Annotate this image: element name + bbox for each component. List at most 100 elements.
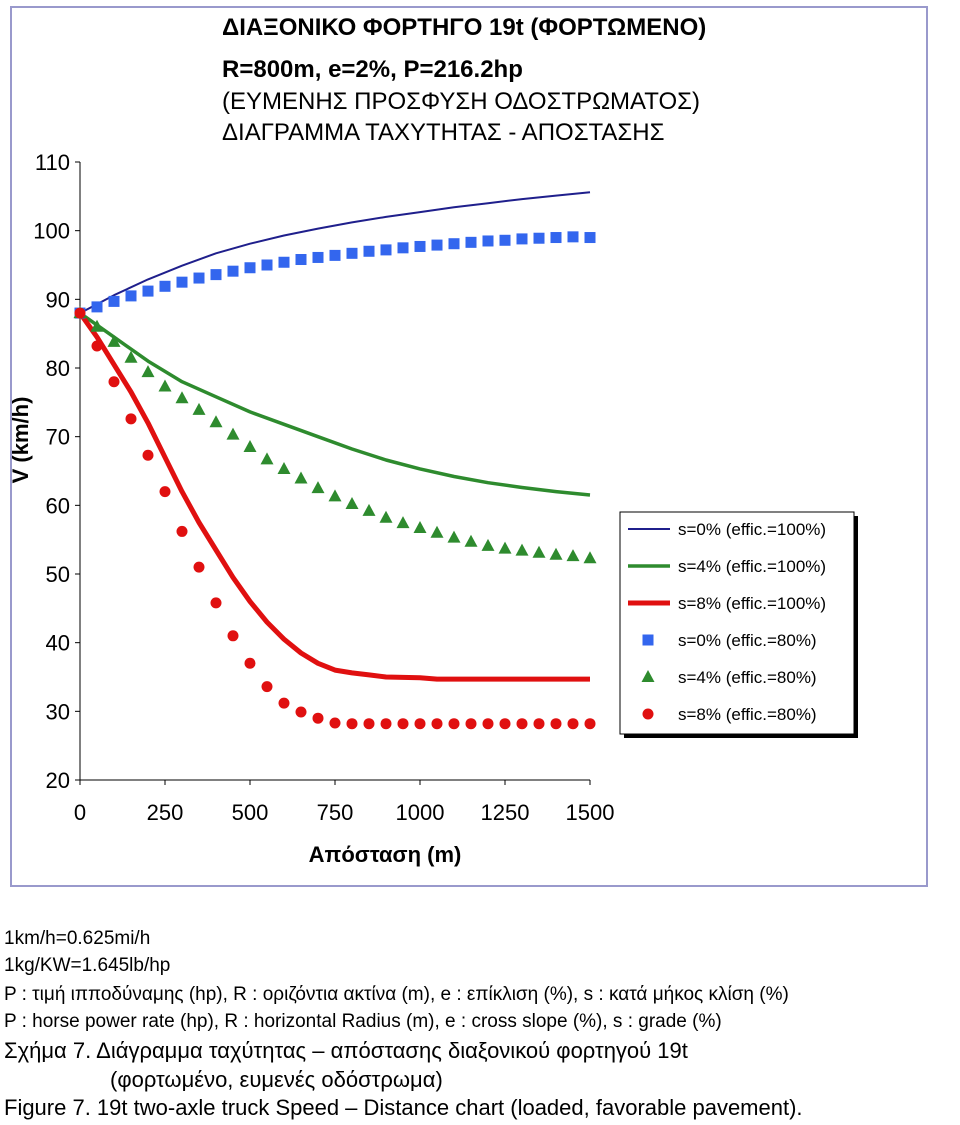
series-point-5 (549, 547, 563, 560)
series-point-6 (210, 597, 222, 609)
series-point-5 (294, 471, 308, 484)
series-point-6 (499, 718, 511, 730)
figure-caption-greek: Σχήμα 7. Διάγραμμα ταχύτητας – απόστασης… (4, 1038, 688, 1063)
x-tick-label: 1000 (396, 800, 445, 825)
series-point-6 (244, 657, 256, 669)
x-axis-label: Απόσταση (m) (309, 842, 462, 867)
x-tick-label: 500 (232, 800, 269, 825)
series-point-6 (414, 718, 426, 730)
series-point-4 (227, 265, 239, 277)
series-point-5 (311, 481, 325, 494)
series-point-6 (278, 697, 290, 709)
figure-caption-greek-cont: (φορτωμένο, ευμενές οδόστρωμα) (110, 1067, 443, 1092)
series-point-4 (193, 272, 205, 284)
y-tick-label: 90 (46, 287, 70, 312)
series-point-6 (91, 340, 103, 352)
series-point-4 (295, 254, 307, 266)
series-point-5 (515, 543, 529, 556)
series-point-4 (533, 232, 545, 244)
series-point-5 (90, 319, 104, 332)
series-point-5 (379, 510, 393, 523)
series-point-6 (227, 630, 239, 642)
series-point-5 (464, 534, 478, 547)
series-point-6 (448, 718, 460, 730)
chart-title-line: ΔΙΑΓΡΑΜΜΑ ΤΑΧΥΤΗΤΑΣ - ΑΠΟΣΤΑΣΗΣ (222, 119, 664, 146)
series-point-5 (277, 461, 291, 474)
y-tick-label: 60 (46, 493, 70, 518)
series-point-5 (532, 545, 546, 558)
series-point-5 (430, 525, 444, 538)
y-tick-label: 20 (46, 768, 70, 793)
series-point-5 (566, 549, 580, 562)
series-point-4 (499, 234, 511, 246)
y-tick-label: 110 (35, 150, 70, 175)
x-tick-label: 750 (317, 800, 354, 825)
conversion-speed-note: 1km/h=0.625mi/h (4, 928, 151, 949)
y-axis-label: V (km/h) (8, 397, 33, 484)
figure-caption-english: Figure 7. 19t two-axle truck Speed – Dis… (4, 1095, 803, 1120)
series-point-5 (447, 530, 461, 543)
legend-greek-note: P : τιμή ιπποδύναμης (hp), R : οριζόντια… (4, 984, 789, 1005)
series-point-4 (278, 256, 290, 268)
series-point-4 (108, 295, 120, 307)
legend-box (619, 511, 855, 735)
series-point-4 (363, 245, 375, 257)
series-point-6 (159, 486, 171, 498)
series-point-6 (108, 376, 120, 388)
speed-distance-chart: ΔΙΑΞΟΝΙΚΟ ΦΟΡΤΗΓΟ 19t (ΦΟΡΤΩΜΕΝΟ) R=800m,… (8, 14, 858, 867)
series-point-4 (448, 238, 460, 250)
legend-label: s=0% (effic.=80%) (678, 631, 817, 650)
series-point-5 (362, 503, 376, 516)
series-point-6 (516, 718, 528, 730)
series-point-6 (142, 449, 154, 461)
series-point-4 (346, 247, 358, 259)
chart-title-line: ΔΙΑΞΟΝΙΚΟ ΦΟΡΤΗΓΟ 19t (ΦΟΡΤΩΜΕΝΟ) (222, 14, 706, 41)
series-point-4 (584, 232, 596, 244)
series-point-4 (465, 236, 477, 248)
series-point-6 (550, 718, 562, 730)
series-point-6 (329, 717, 341, 729)
series-point-5 (345, 496, 359, 509)
series-point-5 (583, 551, 597, 564)
series-point-5 (192, 402, 206, 415)
series-point-4 (210, 269, 222, 281)
y-tick-label: 40 (46, 631, 70, 656)
legend-marker-4 (642, 634, 654, 646)
series-point-5 (481, 538, 495, 551)
series-point-4 (516, 233, 528, 245)
series-point-6 (295, 706, 307, 718)
series-point-6 (193, 561, 205, 573)
y-tick-label: 80 (46, 356, 70, 381)
series-point-6 (176, 525, 188, 537)
series-point-5 (260, 452, 274, 465)
chart-frame (10, 6, 928, 887)
series-point-4 (482, 235, 494, 247)
series-point-6 (125, 413, 137, 425)
series-point-5 (328, 489, 342, 502)
series-point-4 (380, 244, 392, 256)
legend-label: s=4% (effic.=100%) (678, 557, 826, 576)
series-point-6 (74, 307, 86, 319)
x-tick-label: 0 (74, 800, 86, 825)
series-point-6 (567, 718, 579, 730)
legend-english-note: P : horse power rate (hp), R : horizonta… (4, 1011, 722, 1032)
x-tick-label: 1250 (481, 800, 530, 825)
y-tick-label: 100 (33, 219, 70, 244)
legend-marker-5 (641, 670, 655, 682)
series-point-5 (158, 379, 172, 392)
series-point-4 (414, 240, 426, 252)
legend-label: s=8% (effic.=100%) (678, 594, 826, 613)
conversion-weight-note: 1kg/KW=1.645lb/hp (4, 955, 171, 976)
series-line-2 (78, 311, 591, 497)
series-point-6 (312, 712, 324, 724)
series-point-4 (261, 259, 273, 271)
series-point-6 (533, 718, 545, 730)
series-point-6 (346, 718, 358, 730)
series-point-6 (465, 718, 477, 730)
series-point-4 (91, 301, 103, 313)
series-point-4 (329, 249, 341, 261)
series-point-5 (141, 365, 155, 378)
series-point-6 (431, 718, 443, 730)
series-line-1 (79, 191, 591, 314)
series-point-5 (413, 520, 427, 533)
